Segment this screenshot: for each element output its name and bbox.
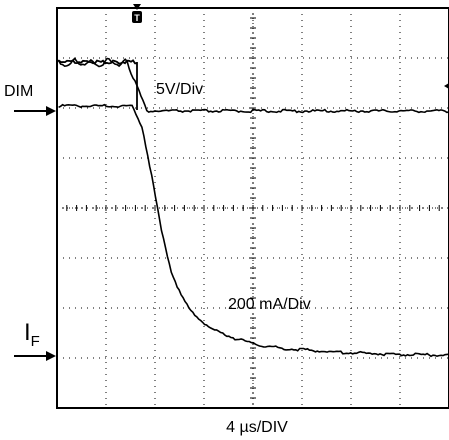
scope-traces bbox=[56, 57, 449, 358]
if-scale-label: 200 mA/Div bbox=[228, 296, 311, 313]
trigger-marker-label: T bbox=[134, 13, 140, 23]
scope-grid bbox=[56, 7, 449, 409]
trigger-marker: T bbox=[132, 4, 142, 23]
dim-high-trace bbox=[56, 59, 138, 110]
dim-scale-label: 5V/Div bbox=[156, 81, 203, 98]
time-scale-label: 4 µs/DIV bbox=[226, 419, 288, 436]
dim-channel-label: DIM bbox=[4, 83, 33, 100]
if-trace bbox=[58, 103, 449, 358]
right-edge-marker bbox=[444, 83, 449, 89]
dim-trace bbox=[57, 57, 449, 114]
if-channel-subscript: F bbox=[31, 333, 40, 350]
if-channel-arrow bbox=[14, 351, 56, 361]
if-channel-label: IF bbox=[24, 319, 40, 350]
if-channel-letter: I bbox=[24, 319, 31, 346]
dim-channel-arrow bbox=[14, 106, 56, 116]
plot-frame bbox=[56, 7, 449, 409]
